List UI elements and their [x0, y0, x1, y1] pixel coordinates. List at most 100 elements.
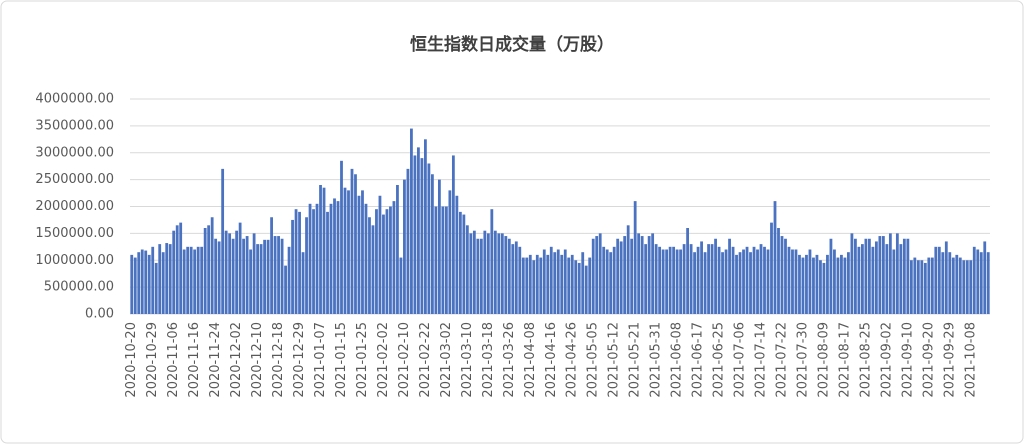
- x-tick-label: 2021-03-02: [439, 322, 454, 398]
- bar: [763, 246, 766, 314]
- bar: [902, 238, 906, 314]
- x-tick-label: 2021-08-17: [837, 322, 852, 398]
- bar: [242, 238, 246, 314]
- bar: [417, 147, 420, 314]
- bar: [319, 185, 322, 314]
- x-tick-label: 2021-04-26: [565, 322, 580, 398]
- bar: [672, 246, 676, 314]
- bar: [193, 249, 197, 314]
- bar: [385, 209, 389, 314]
- bar: [843, 257, 847, 314]
- bar: [287, 246, 291, 314]
- bar: [595, 236, 599, 314]
- bar: [710, 244, 714, 314]
- bar: [689, 244, 693, 314]
- x-tick-label: 2021-05-31: [649, 322, 664, 398]
- x-tick-label: 2021-09-10: [900, 322, 915, 398]
- bar: [696, 246, 700, 314]
- bar: [888, 233, 892, 314]
- x-tick-label: 2021-05-21: [628, 322, 643, 398]
- bar: [175, 225, 179, 314]
- bar: [235, 230, 239, 314]
- x-tick-label: 2020-11-06: [166, 322, 181, 398]
- bar: [343, 187, 347, 314]
- x-tick-label: 2021-06-08: [670, 322, 685, 398]
- bar: [266, 239, 270, 314]
- bar: [899, 244, 903, 314]
- bar: [703, 252, 707, 314]
- bar: [581, 252, 585, 314]
- bar: [640, 236, 644, 314]
- bar: [322, 187, 326, 314]
- bar: [347, 190, 350, 314]
- bar: [577, 262, 581, 314]
- bar: [693, 252, 696, 314]
- bar: [483, 230, 487, 314]
- bar: [364, 203, 368, 314]
- bar: [958, 257, 962, 314]
- x-tick-label: 2020-12-02: [229, 322, 244, 398]
- bar: [560, 254, 564, 314]
- bar: [735, 254, 738, 314]
- bar: [245, 236, 249, 314]
- bar: [259, 244, 263, 314]
- bar: [864, 238, 868, 314]
- bar: [913, 257, 917, 314]
- x-tick-label: 2020-11-24: [208, 322, 223, 398]
- bar: [728, 238, 731, 314]
- bar: [822, 262, 826, 314]
- x-tick-label: 2021-03-10: [460, 322, 475, 398]
- bar: [784, 238, 787, 314]
- bar: [462, 214, 466, 314]
- bar: [521, 257, 525, 314]
- bar: [179, 222, 183, 314]
- bar: [413, 155, 417, 314]
- bar: [434, 206, 438, 314]
- bar: [444, 206, 448, 314]
- bar: [651, 233, 655, 314]
- bar: [700, 241, 703, 314]
- bar: [819, 260, 822, 314]
- bar: [756, 249, 759, 314]
- x-tick-label: 2021-03-18: [481, 322, 496, 398]
- bar: [707, 244, 710, 314]
- bar: [403, 179, 406, 314]
- bar: [451, 155, 455, 314]
- bar: [861, 244, 864, 314]
- bar: [514, 241, 518, 314]
- x-tick-label: 2021-09-29: [942, 322, 957, 398]
- bar: [158, 244, 162, 314]
- bar: [679, 249, 683, 314]
- bar: [375, 209, 378, 314]
- bar: [630, 238, 634, 314]
- bar: [812, 257, 815, 314]
- bar: [588, 257, 592, 314]
- bar: [829, 238, 833, 314]
- bar: [186, 246, 190, 314]
- bar: [200, 246, 204, 314]
- bar: [777, 228, 780, 314]
- x-tick-label: 2021-09-20: [921, 322, 936, 398]
- bar: [500, 233, 504, 314]
- bar: [427, 163, 431, 314]
- bar: [472, 230, 476, 314]
- bar: [301, 252, 305, 314]
- bar: [749, 252, 752, 314]
- bar: [591, 238, 595, 314]
- bar: [399, 257, 403, 314]
- x-tick-label: 2021-02-22: [418, 322, 433, 398]
- bar: [396, 185, 399, 314]
- y-tick-label: 0.00: [85, 307, 114, 322]
- bar: [759, 244, 763, 314]
- bar: [224, 230, 228, 314]
- bar: [539, 257, 543, 314]
- bar: [948, 252, 952, 314]
- bar: [270, 217, 273, 314]
- bar: [584, 265, 588, 314]
- bar: [546, 254, 550, 314]
- bar: [389, 206, 392, 314]
- x-tick-label: 2021-03-26: [502, 322, 517, 398]
- bar: [172, 230, 176, 314]
- chart-title: 恒生指数日成交量（万股）: [410, 34, 614, 55]
- bar: [525, 257, 529, 314]
